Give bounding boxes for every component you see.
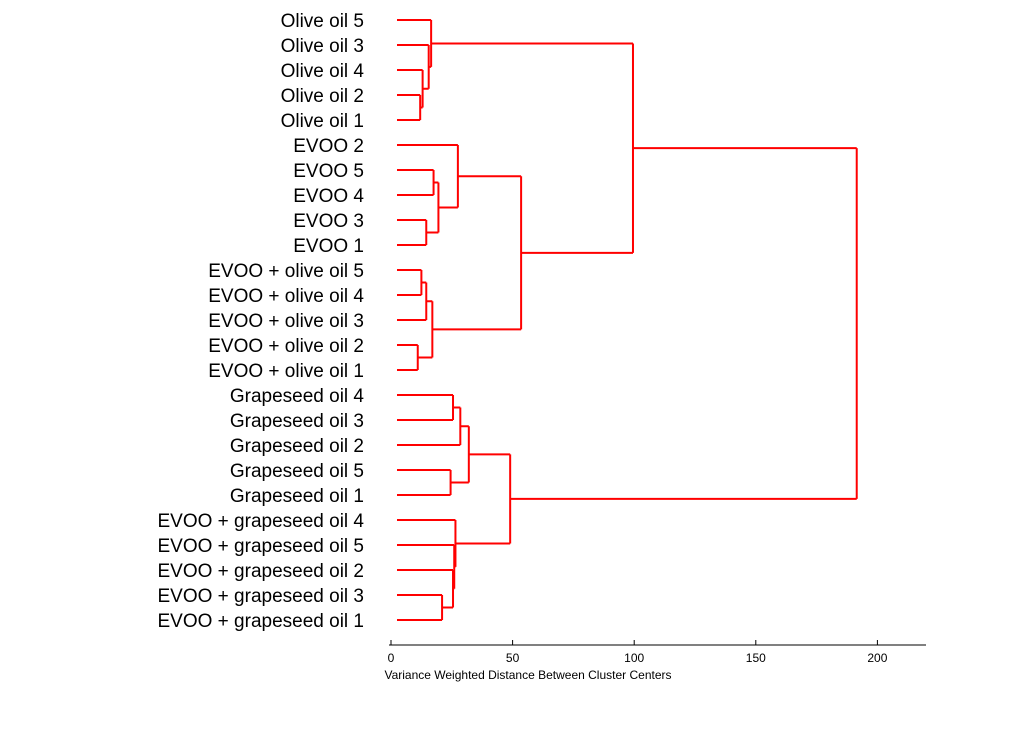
leaf-label: EVOO 2 <box>293 136 364 157</box>
leaf-label: Olive oil 4 <box>281 61 365 82</box>
leaf-label: Grapeseed oil 4 <box>230 386 365 407</box>
leaf-label: EVOO + grapeseed oil 2 <box>158 561 365 582</box>
leaf-label: EVOO + grapeseed oil 5 <box>158 536 365 557</box>
leaf-label: EVOO + olive oil 2 <box>208 336 364 357</box>
leaf-label: Olive oil 3 <box>281 36 364 57</box>
leaf-label: Olive oil 1 <box>281 111 364 132</box>
leaf-label: Grapeseed oil 2 <box>230 436 364 457</box>
x-tick-label: 100 <box>624 651 644 665</box>
leaf-label: EVOO 4 <box>293 186 364 207</box>
leaf-label: Olive oil 2 <box>281 86 364 107</box>
leaf-label: EVOO + grapeseed oil 4 <box>158 511 365 532</box>
x-tick-label: 0 <box>388 651 395 665</box>
leaf-labels: Olive oil 5 Olive oil 3 Olive oil 4 Olive o… <box>158 11 365 632</box>
leaf-label: Grapeseed oil 5 <box>230 461 364 482</box>
leaf-label: Grapeseed oil 1 <box>230 486 364 507</box>
leaf-label: EVOO + grapeseed oil 1 <box>158 611 365 632</box>
leaf-label: EVOO 1 <box>293 236 364 257</box>
x-tick-label: 50 <box>506 651 520 665</box>
x-ticks: 0 50 100 150 200 <box>388 640 888 665</box>
leaf-label: EVOO 3 <box>293 211 364 232</box>
leaf-label: Grapeseed oil 3 <box>230 411 364 432</box>
x-axis: 0 50 100 150 200 Variance Weighted Distance … <box>384 640 926 682</box>
x-tick-label: 150 <box>746 651 766 665</box>
leaf-label: EVOO + olive oil 4 <box>208 286 364 307</box>
x-tick-label: 200 <box>867 651 887 665</box>
leaf-label: EVOO 5 <box>293 161 364 182</box>
leaf-label: EVOO + olive oil 5 <box>208 261 364 282</box>
leaf-label: EVOO + grapeseed oil 3 <box>158 586 365 607</box>
leaf-label: Olive oil 5 <box>281 11 364 32</box>
x-axis-title: Variance Weighted Distance Between Clust… <box>384 668 671 682</box>
leaf-label: EVOO + olive oil 1 <box>208 361 364 382</box>
leaf-label: EVOO + olive oil 3 <box>208 311 364 332</box>
dendrogram-branches <box>397 19 858 621</box>
